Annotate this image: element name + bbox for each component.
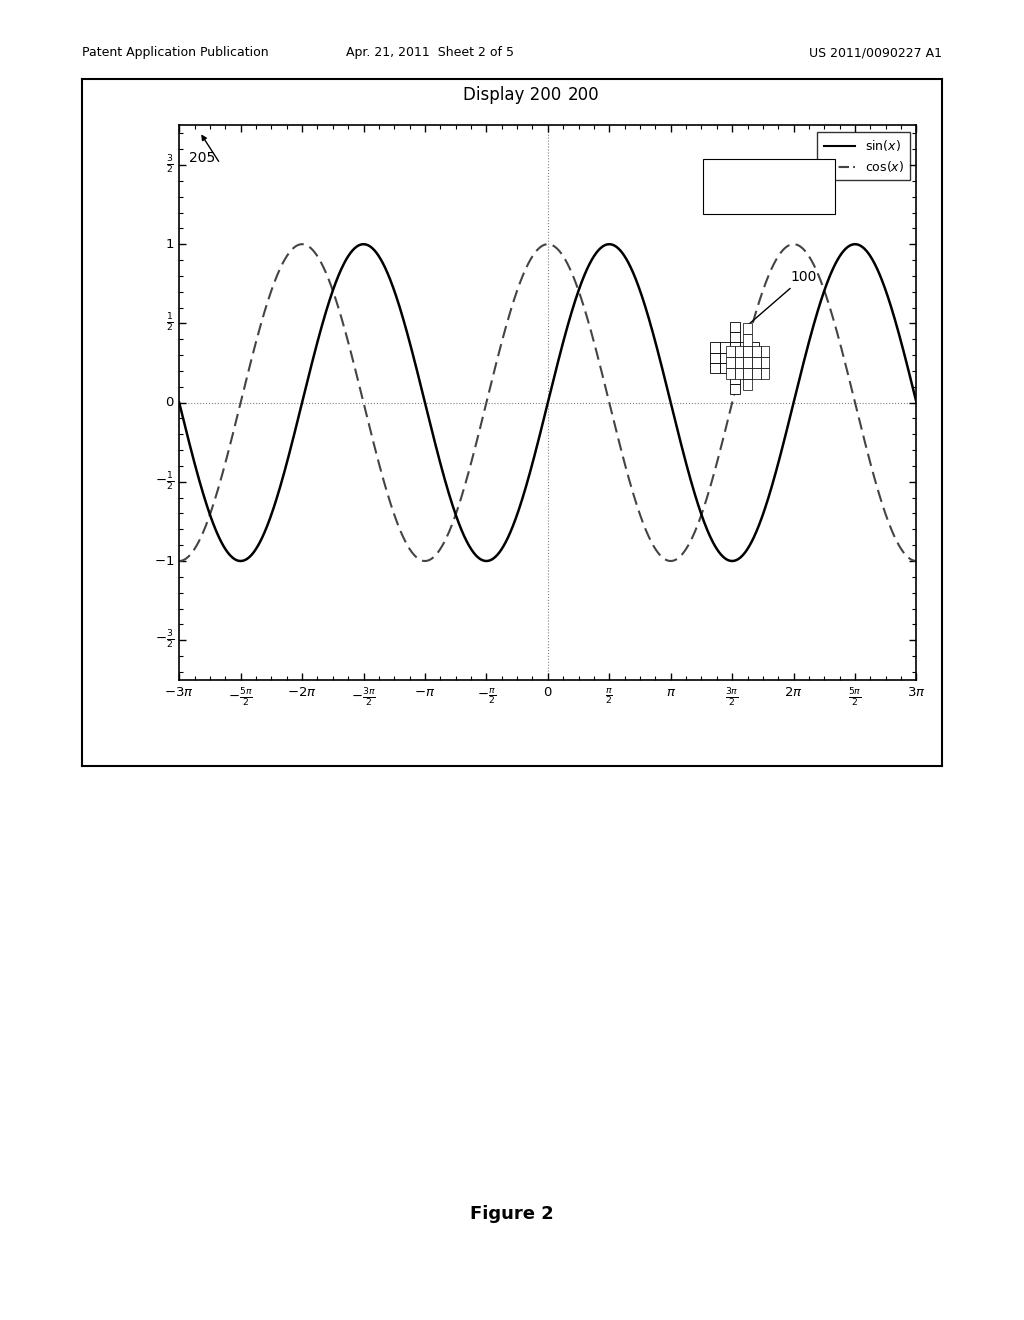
Text: $-\frac{3}{2}$: $-\frac{3}{2}$ <box>155 630 174 651</box>
Bar <box>761 356 769 368</box>
Bar <box>743 368 752 379</box>
Bar <box>720 363 730 374</box>
Bar <box>726 368 735 379</box>
Text: $-2\pi$: $-2\pi$ <box>288 686 316 700</box>
Bar <box>750 342 759 352</box>
Bar <box>711 363 720 374</box>
Bar <box>743 379 752 389</box>
Text: Figure 2: Figure 2 <box>470 1205 554 1224</box>
Text: $-1$: $-1$ <box>154 554 174 568</box>
Text: Apr. 21, 2011  Sheet 2 of 5: Apr. 21, 2011 Sheet 2 of 5 <box>346 46 514 59</box>
Bar <box>730 363 739 374</box>
Bar <box>730 374 739 384</box>
Bar <box>761 346 769 356</box>
Text: 200: 200 <box>568 86 599 104</box>
Bar <box>730 384 739 393</box>
Bar <box>735 368 743 379</box>
Text: 205: 205 <box>189 150 216 165</box>
Bar <box>750 363 759 374</box>
Text: $-\frac{5\pi}{2}$: $-\frac{5\pi}{2}$ <box>228 686 253 709</box>
Bar <box>752 356 761 368</box>
Text: $0$: $0$ <box>165 396 174 409</box>
Text: $\frac{3\pi}{2}$: $\frac{3\pi}{2}$ <box>725 686 739 709</box>
Bar <box>730 352 739 363</box>
Text: $1$: $1$ <box>165 238 174 251</box>
Text: US 2011/0090227 A1: US 2011/0090227 A1 <box>809 46 942 59</box>
Text: $-3\pi$: $-3\pi$ <box>165 686 194 700</box>
Text: $\frac{1}{2}$: $\frac{1}{2}$ <box>166 313 174 334</box>
Bar <box>726 356 735 368</box>
Bar <box>743 334 752 346</box>
Bar <box>726 346 735 356</box>
Bar <box>720 352 730 363</box>
Bar <box>743 323 752 334</box>
Bar <box>730 333 739 342</box>
Text: $\frac{3}{2}$: $\frac{3}{2}$ <box>166 154 174 176</box>
Bar <box>752 346 761 356</box>
Text: $3\pi$: $3\pi$ <box>907 686 926 700</box>
Bar <box>711 342 720 352</box>
FancyBboxPatch shape <box>702 158 836 214</box>
Bar <box>735 346 743 356</box>
Text: $0$: $0$ <box>543 686 553 700</box>
Bar <box>761 368 769 379</box>
Bar <box>739 342 750 352</box>
Text: $-\frac{1}{2}$: $-\frac{1}{2}$ <box>155 471 174 492</box>
Bar <box>739 352 750 363</box>
Legend: $\sin(x)$, $\cos(x)$: $\sin(x)$, $\cos(x)$ <box>817 132 910 181</box>
Text: $\pi$: $\pi$ <box>666 686 676 700</box>
Text: 100: 100 <box>745 269 817 327</box>
Text: $2\pi$: $2\pi$ <box>784 686 803 700</box>
Bar <box>730 342 739 352</box>
Bar <box>720 342 730 352</box>
Bar <box>743 356 752 368</box>
Text: Display 200: Display 200 <box>463 86 561 104</box>
Text: Patent Application Publication: Patent Application Publication <box>82 46 268 59</box>
Text: $\frac{5\pi}{2}$: $\frac{5\pi}{2}$ <box>848 686 862 709</box>
Bar <box>743 346 752 356</box>
Bar <box>739 363 750 374</box>
Bar <box>752 368 761 379</box>
Text: $-\pi$: $-\pi$ <box>415 686 435 700</box>
Bar <box>735 356 743 368</box>
Bar <box>730 322 739 333</box>
Bar <box>711 352 720 363</box>
Text: $-\frac{\pi}{2}$: $-\frac{\pi}{2}$ <box>477 686 496 706</box>
Text: $\frac{\pi}{2}$: $\frac{\pi}{2}$ <box>605 686 613 706</box>
Text: $-\frac{3\pi}{2}$: $-\frac{3\pi}{2}$ <box>351 686 376 709</box>
Bar <box>750 352 759 363</box>
